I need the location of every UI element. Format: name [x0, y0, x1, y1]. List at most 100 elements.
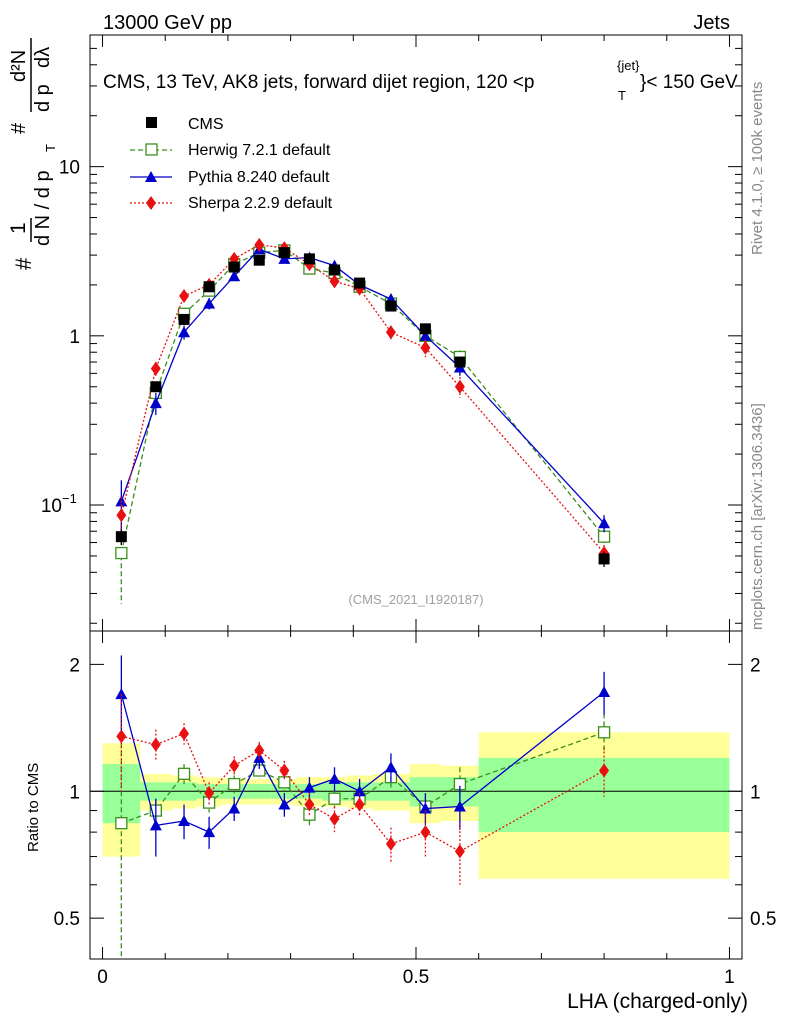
- title-sup: {jet}: [617, 58, 640, 73]
- ratio-point-sherpa: [304, 797, 315, 812]
- main-point-cms: [419, 323, 431, 335]
- main-line-sherpa: [120, 244, 605, 554]
- header-right: Jets: [693, 12, 730, 34]
- main-point-sherpa: [179, 288, 190, 303]
- ratio-point-sherpa: [454, 844, 465, 859]
- ylabel-d2N: d²N: [8, 50, 30, 82]
- ratio-series-layer: [115, 655, 611, 959]
- ratio-point-sherpa: [279, 763, 290, 778]
- main-line-pythia: [120, 248, 605, 524]
- main-point-cms: [598, 553, 610, 565]
- ratio-point-sherpa: [354, 797, 365, 812]
- ratio-point-sherpa: [179, 726, 190, 741]
- legend-label-sherpa: Sherpa 2.2.9 default: [188, 195, 333, 212]
- ratio-point-herwig: [228, 777, 241, 791]
- title-sub: T: [618, 88, 626, 103]
- main-y-axis-label: # 1 d N / d p T # d²N d p dλ: [7, 38, 58, 270]
- ratio-point-pythia: [278, 798, 291, 810]
- main-point-herwig: [597, 530, 611, 543]
- ratio-point-pythia: [228, 802, 241, 814]
- y-tick-label-ratio: 0.5: [54, 909, 80, 930]
- ratio-line-sherpa: [121, 732, 605, 853]
- legend-label-cms: CMS: [188, 116, 224, 133]
- ylabel-dN: d N / d p: [32, 170, 54, 246]
- main-point-cms: [203, 281, 215, 293]
- title-end: }< 150 GeV: [640, 72, 738, 93]
- main-point-pythia: [228, 270, 241, 282]
- x-tick-label: 1: [724, 967, 735, 988]
- main-point-cms: [150, 381, 162, 393]
- mcplots-label: mcplots.cern.ch [arXiv:1306.3436]: [749, 403, 766, 630]
- legend: CMS Herwig 7.2.1 default Pythia 8.240 de…: [130, 116, 333, 212]
- ratio-point-pythia: [419, 802, 432, 814]
- legend-marker-herwig: [145, 143, 158, 156]
- ratio-point-sherpa: [116, 729, 127, 744]
- legend-marker-sherpa: [146, 196, 156, 210]
- y-tick-label-main: 1: [69, 327, 80, 348]
- x-axis-label: LHA (charged-only): [567, 990, 748, 1013]
- ratio-point-sherpa: [150, 737, 161, 752]
- legend-marker-pythia: [145, 171, 157, 182]
- ratio-point-herwig: [177, 767, 191, 780]
- ylabel-lead: #: [11, 257, 36, 270]
- main-point-cms: [385, 300, 397, 312]
- y-tick-label-main: 10: [59, 158, 80, 179]
- main-point-pythia: [203, 297, 216, 309]
- ratio-series-pythia: [115, 655, 611, 857]
- main-point-herwig: [115, 546, 128, 560]
- legend-label-herwig: Herwig 7.2.1 default: [188, 142, 331, 159]
- ratio-point-pythia: [178, 815, 191, 827]
- ratio-point-herwig: [597, 726, 611, 739]
- ratio-point-pythia: [598, 685, 611, 697]
- main-point-cms: [329, 264, 340, 276]
- ylabel-dl: dλ: [32, 47, 54, 68]
- ratio-point-pythia: [328, 772, 341, 784]
- ratio-point-pythia: [149, 819, 162, 831]
- y-tick-label-ratio-right: 0.5: [750, 909, 776, 930]
- main-point-pythia: [278, 252, 291, 264]
- ratio-point-sherpa: [229, 758, 240, 773]
- y-tick-label-main: 10: [41, 496, 62, 517]
- ratio-point-sherpa: [329, 811, 340, 826]
- ratio-point-sherpa: [204, 786, 215, 801]
- chart-title: CMS, 13 TeV, AK8 jets, forward dijet reg…: [103, 58, 738, 103]
- main-point-pythia: [149, 397, 162, 409]
- ratio-point-herwig: [328, 792, 341, 805]
- rivet-version-label: Rivet 4.1.0, ≥ 100k events: [749, 82, 766, 255]
- main-point-sherpa: [150, 361, 161, 376]
- main-point-cms: [303, 253, 315, 265]
- main-line-herwig: [120, 249, 605, 554]
- title-main: CMS, 13 TeV, AK8 jets, forward dijet reg…: [103, 72, 534, 93]
- ratio-point-pythia: [353, 785, 366, 797]
- main-point-cms: [178, 313, 190, 325]
- main-point-cms: [278, 247, 290, 259]
- ratio-point-pythia: [453, 800, 466, 812]
- ratio-point-pythia: [384, 761, 397, 773]
- main-point-cms: [115, 531, 127, 543]
- main-point-cms: [228, 261, 240, 273]
- main-point-pythia: [178, 326, 191, 338]
- y-tick-label-ratio: 2: [69, 655, 80, 676]
- y-tick-label-ratio-right: 1: [750, 782, 761, 803]
- ylabel-hash: #: [8, 122, 30, 134]
- ratio-y-axis-label: Ratio to CMS: [25, 763, 42, 852]
- x-tick-label: 0.5: [403, 967, 429, 988]
- main-point-pythia: [598, 517, 611, 529]
- ratio-point-sherpa: [599, 763, 610, 778]
- main-series-layer: [115, 237, 611, 604]
- ratio-point-sherpa: [254, 743, 265, 758]
- ratio-series-sherpa: [116, 694, 610, 885]
- main-point-sherpa: [420, 340, 431, 355]
- y-tick-label-ratio: 1: [69, 782, 80, 803]
- main-point-sherpa: [329, 274, 340, 289]
- ratio-plot-frame: [89, 630, 743, 960]
- y-tick-label-main-exp: −1: [62, 491, 77, 506]
- ratio-point-herwig: [115, 817, 128, 830]
- ylabel-t: T: [43, 144, 58, 152]
- main-point-pythia: [419, 329, 432, 341]
- ratio-point-pythia: [115, 688, 128, 700]
- main-series-cms: [115, 247, 610, 568]
- ratio-point-sherpa: [420, 825, 431, 840]
